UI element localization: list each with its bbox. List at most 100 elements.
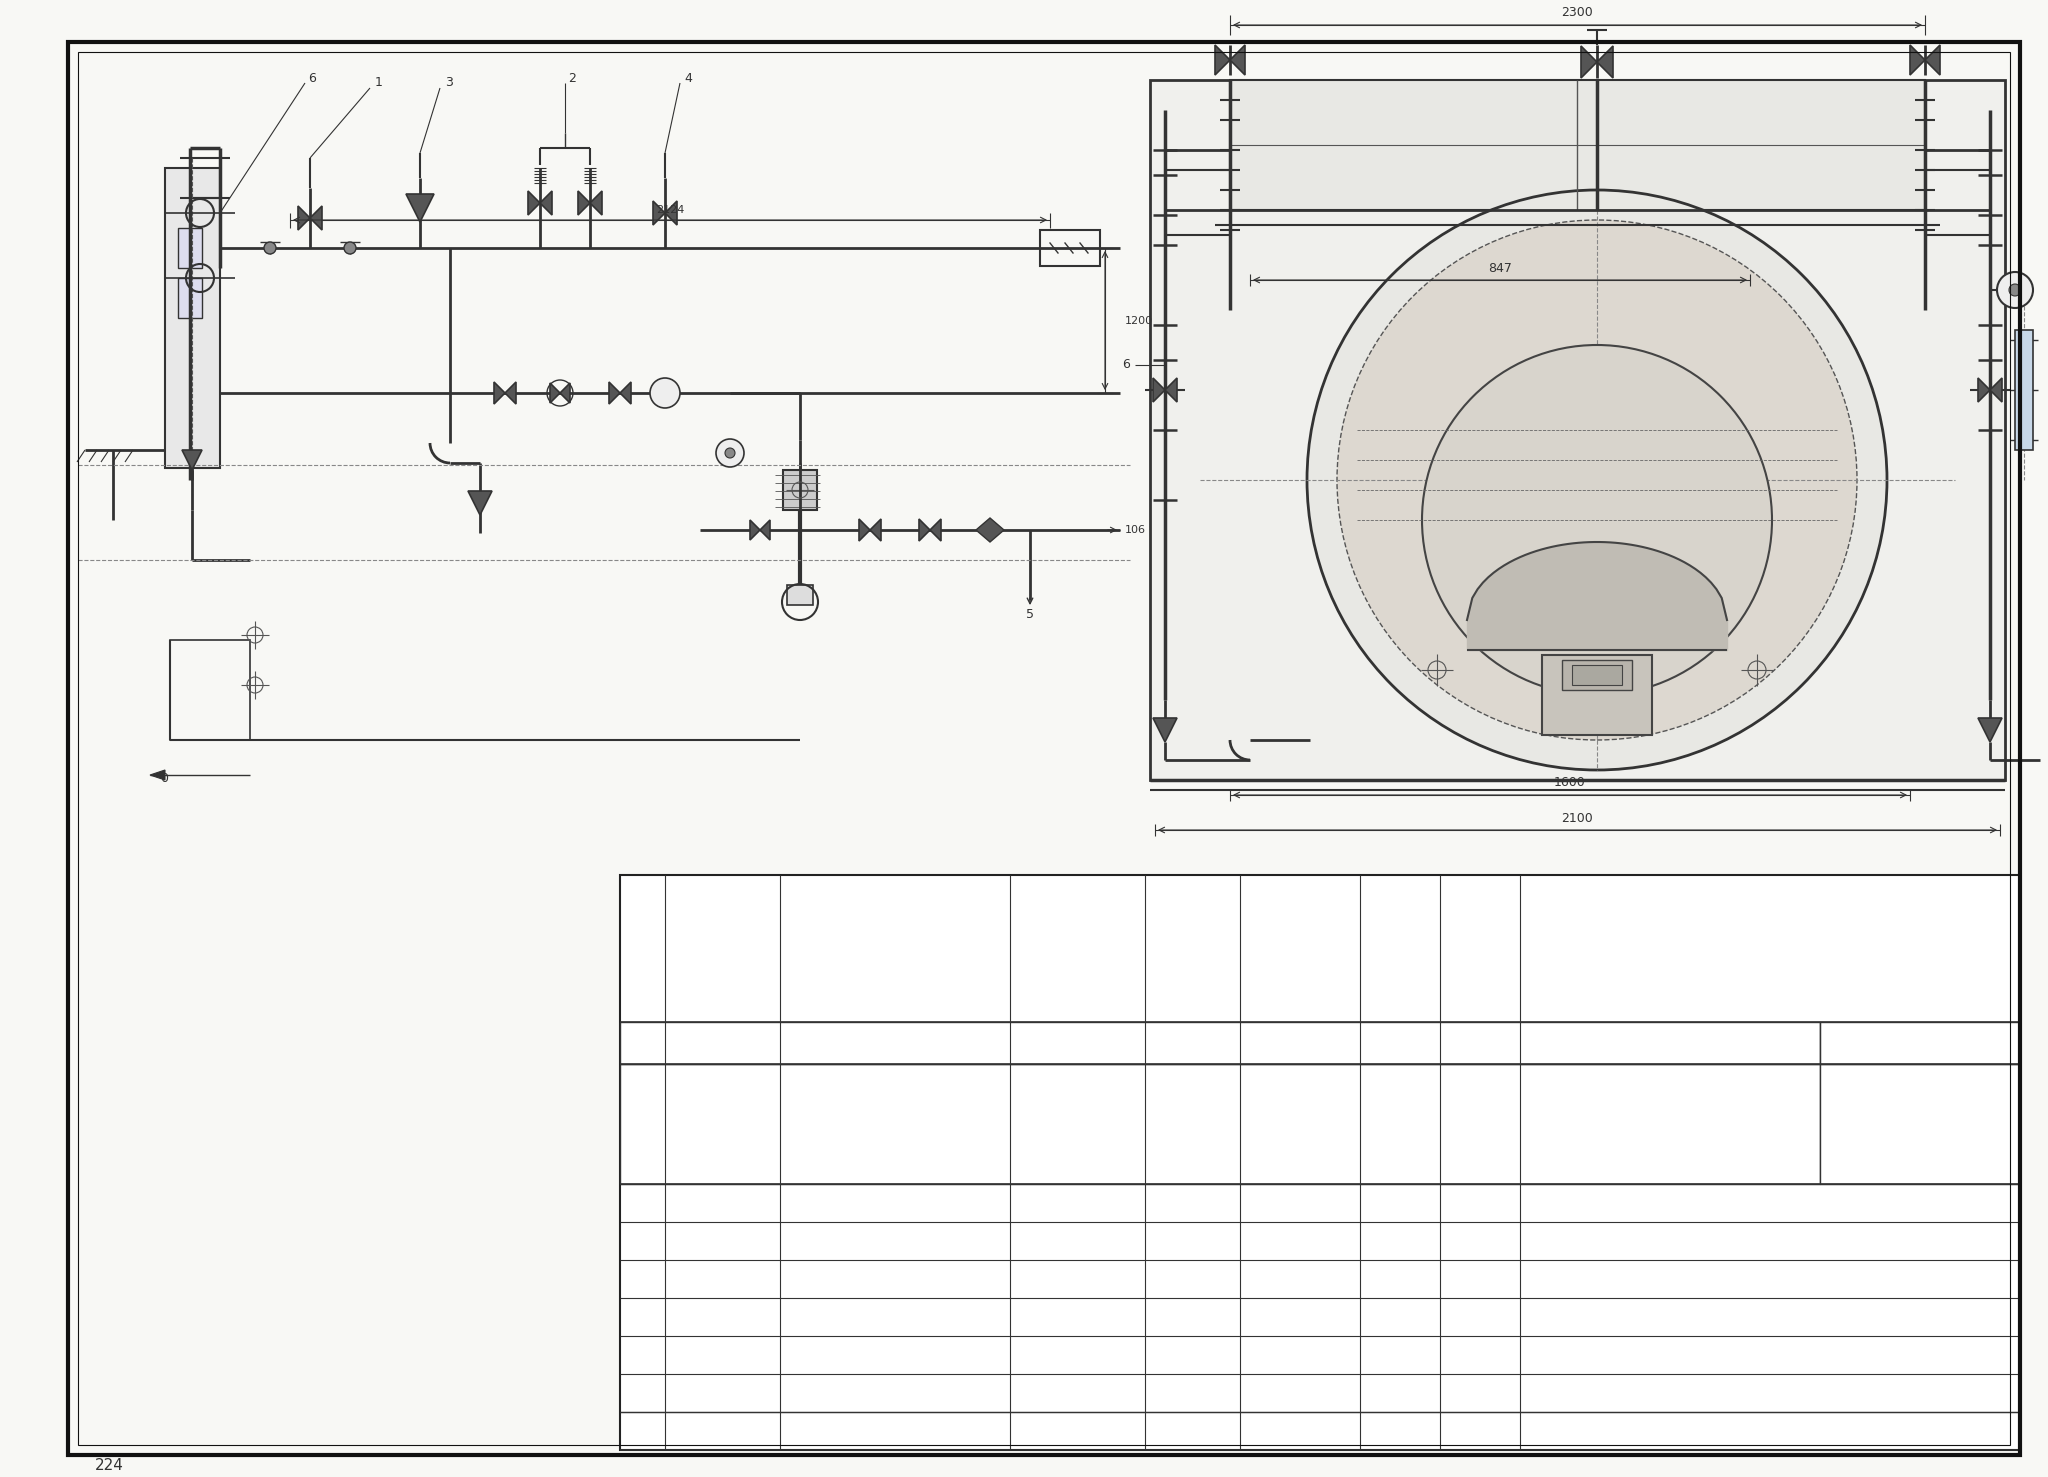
Polygon shape: [1165, 378, 1178, 402]
Polygon shape: [858, 518, 870, 541]
Circle shape: [2009, 284, 2021, 295]
Polygon shape: [1581, 46, 1597, 78]
Polygon shape: [1153, 718, 1178, 741]
Circle shape: [264, 242, 276, 254]
Polygon shape: [666, 201, 678, 225]
Text: 2: 2: [1075, 1350, 1081, 1360]
Polygon shape: [469, 490, 492, 515]
Text: 数量: 数量: [1071, 1425, 1083, 1436]
Text: 外购件: 外购件: [1184, 1312, 1202, 1322]
Polygon shape: [590, 191, 602, 216]
Text: 1: 1: [375, 77, 383, 90]
Bar: [1231, 80, 1925, 210]
Text: 整定压力1.3~1.6MPa: 整定压力1.3~1.6MPa: [1686, 1236, 1774, 1247]
Polygon shape: [559, 383, 569, 403]
Circle shape: [1307, 191, 1886, 770]
Polygon shape: [309, 205, 322, 230]
Text: 2: 2: [567, 71, 575, 84]
Text: 4: 4: [684, 71, 692, 84]
Text: 图集号: 图集号: [1868, 1097, 1890, 1111]
Text: 1: 1: [1075, 1312, 1081, 1322]
Text: 截止阀    PN1.6 DN40: 截止阀 PN1.6 DN40: [848, 1312, 942, 1322]
Bar: [1151, 80, 2005, 780]
Polygon shape: [750, 520, 760, 541]
Bar: [1821, 1063, 2019, 1185]
Circle shape: [725, 448, 735, 458]
Text: 序号: 序号: [637, 1425, 649, 1436]
Polygon shape: [1597, 46, 1614, 78]
Text: 2: 2: [639, 1236, 645, 1247]
Polygon shape: [406, 193, 434, 222]
Text: 6: 6: [307, 71, 315, 84]
Bar: [2015, 329, 2034, 450]
Polygon shape: [506, 383, 516, 405]
Text: J41H-16: J41H-16: [702, 1312, 743, 1322]
Polygon shape: [621, 383, 631, 405]
Polygon shape: [494, 383, 506, 405]
Text: 附       注: 附 注: [1712, 1425, 1747, 1436]
Bar: [178, 227, 203, 267]
Text: 材       料: 材 料: [1176, 1425, 1210, 1436]
Bar: [621, 1022, 1821, 1063]
Text: 页: 页: [1866, 1035, 1874, 1049]
Polygon shape: [1231, 44, 1245, 75]
Text: J41H-16: J41H-16: [702, 1388, 743, 1399]
Text: 设计: 设计: [1294, 1037, 1307, 1047]
Bar: [1821, 1022, 2019, 1063]
Bar: [786, 585, 813, 606]
Polygon shape: [653, 201, 666, 225]
Text: 106: 106: [1124, 524, 1147, 535]
Text: H71Y-25P: H71Y-25P: [698, 1275, 748, 1284]
Text: 1200: 1200: [1124, 316, 1153, 325]
Text: 代  号: 代 号: [713, 1425, 731, 1436]
Text: WNS2-1.25-Q(Y): WNS2-1.25-Q(Y): [1141, 1094, 1300, 1114]
Bar: [1040, 230, 1100, 266]
Text: 名              称: 名 称: [866, 1425, 924, 1436]
Text: 总重
(公斤): 总重 (公斤): [1391, 1421, 1411, 1442]
Text: 单重
(公斤): 单重 (公斤): [1290, 1421, 1311, 1442]
Polygon shape: [1153, 378, 1165, 402]
Text: 2: 2: [1075, 1388, 1081, 1399]
Text: 外购件: 外购件: [1184, 1275, 1202, 1284]
Text: 2100: 2100: [1563, 811, 1593, 824]
Circle shape: [1421, 346, 1772, 696]
Polygon shape: [1925, 44, 1939, 75]
Text: 6.3: 6.3: [1393, 1275, 1409, 1284]
Text: 校对: 校对: [983, 1037, 997, 1047]
Text: 审定: 审定: [813, 1037, 827, 1047]
Bar: [621, 874, 2019, 1450]
Circle shape: [1997, 272, 2034, 309]
Polygon shape: [1991, 378, 2003, 402]
Polygon shape: [608, 383, 621, 405]
Circle shape: [717, 439, 743, 467]
Text: 审核: 审核: [674, 1037, 686, 1047]
Bar: [178, 278, 203, 318]
Polygon shape: [551, 383, 559, 403]
Circle shape: [344, 242, 356, 254]
Polygon shape: [578, 191, 590, 216]
Polygon shape: [1911, 44, 1925, 75]
Polygon shape: [528, 191, 541, 216]
Polygon shape: [977, 518, 1004, 542]
Text: 3: 3: [444, 77, 453, 90]
Bar: [621, 1063, 1821, 1185]
Text: 8.2: 8.2: [1393, 1312, 1409, 1322]
Text: 1: 1: [1075, 1198, 1081, 1208]
Text: 847: 847: [1489, 261, 1511, 275]
Bar: [1573, 665, 1622, 685]
Text: 17: 17: [1294, 1350, 1307, 1360]
Polygon shape: [920, 518, 930, 541]
Text: 1: 1: [1075, 1275, 1081, 1284]
Text: 5: 5: [639, 1350, 645, 1360]
Bar: [1563, 660, 1632, 690]
Circle shape: [649, 378, 680, 408]
Text: 蒸汽锅炉管道、阀门、仪表图: 蒸汽锅炉管道、阀门、仪表图: [1161, 1136, 1280, 1152]
Polygon shape: [541, 191, 553, 216]
Text: 2: 2: [1075, 1236, 1081, 1247]
Bar: [782, 470, 817, 510]
Polygon shape: [299, 205, 309, 230]
Polygon shape: [1978, 378, 1991, 402]
Text: 7.4: 7.4: [1393, 1388, 1409, 1399]
Text: 4: 4: [639, 1312, 645, 1322]
Polygon shape: [930, 518, 940, 541]
